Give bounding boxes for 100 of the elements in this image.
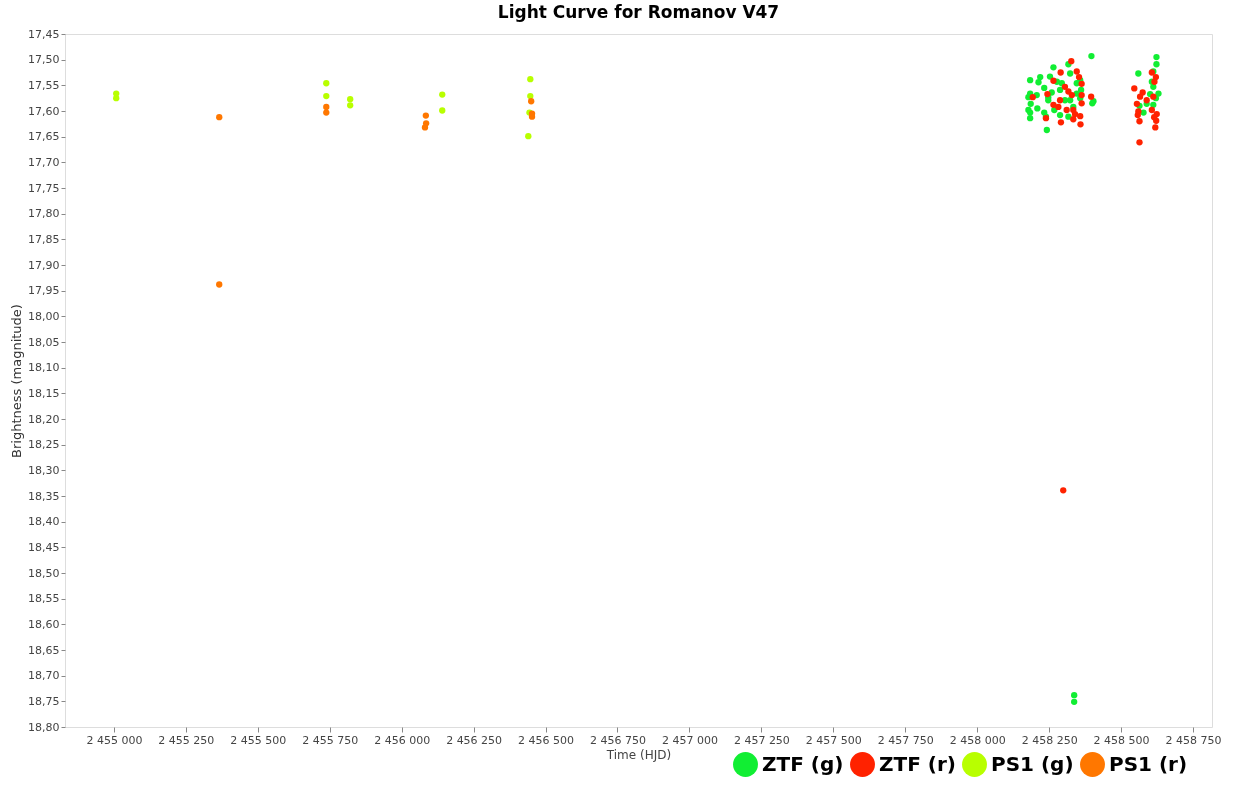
- y-axis-title: Brightness (magnitude): [9, 304, 25, 458]
- y-tick-label: 18,30: [28, 463, 60, 477]
- point: [1131, 85, 1138, 92]
- y-tick-label: 17,50: [28, 53, 60, 67]
- point: [1077, 121, 1084, 128]
- point: [1050, 77, 1057, 84]
- y-tick-label: 18,75: [28, 694, 60, 708]
- x-tick-label: 2 455 750: [302, 733, 359, 747]
- point: [1136, 139, 1143, 146]
- point: [1027, 100, 1034, 107]
- point: [421, 124, 429, 131]
- point: [1075, 73, 1083, 81]
- y-tick-label: 18,10: [28, 361, 60, 375]
- x-axis-title: Time (HJD): [605, 747, 672, 762]
- x-tick-label: 2 458 500: [1093, 733, 1150, 747]
- point: [1066, 97, 1074, 104]
- x-tick-label: 2 456 000: [374, 733, 431, 747]
- point: [1056, 86, 1064, 94]
- point: [347, 96, 354, 103]
- point: [1152, 124, 1159, 131]
- point: [527, 92, 534, 100]
- point: [1136, 118, 1143, 125]
- y-tick-label: 18,05: [28, 335, 60, 349]
- point: [1071, 698, 1078, 705]
- y-tick-label: 18,40: [28, 515, 60, 529]
- y-tick-label: 18,60: [28, 617, 60, 631]
- point: [1087, 93, 1095, 100]
- point: [1071, 692, 1078, 699]
- point: [1088, 52, 1095, 60]
- point: [1050, 64, 1057, 71]
- point: [422, 112, 430, 119]
- point: [1063, 106, 1070, 114]
- x-tick-label: 2 455 250: [158, 733, 215, 747]
- point: [113, 95, 120, 102]
- point: [1041, 84, 1048, 92]
- point: [527, 76, 534, 83]
- point: [1066, 70, 1074, 77]
- point: [1071, 110, 1079, 118]
- point: [528, 98, 535, 105]
- x-tick-label: 2 457 750: [877, 733, 934, 747]
- y-tick-label: 17,80: [28, 207, 60, 221]
- chart-title: Light Curve for Romanov V47: [497, 2, 780, 22]
- y-tick-label: 18,70: [28, 669, 60, 683]
- point: [1078, 100, 1085, 107]
- point: [439, 91, 446, 98]
- x-tick-label: 2 456 250: [446, 733, 503, 747]
- point: [216, 281, 223, 288]
- point: [1070, 116, 1077, 123]
- point: [1077, 112, 1084, 120]
- y-tick-label: 17,85: [28, 232, 60, 246]
- point: [1029, 93, 1036, 101]
- y-tick-label: 18,45: [28, 540, 60, 554]
- y-tick-label: 17,90: [28, 258, 60, 272]
- point: [1056, 111, 1064, 119]
- point: [1073, 68, 1080, 75]
- point: [1055, 103, 1062, 111]
- point: [1035, 79, 1042, 86]
- point: [525, 133, 532, 140]
- point: [1037, 73, 1044, 81]
- point: [1056, 97, 1064, 104]
- point: [1068, 91, 1076, 99]
- x-tick-label: 2 456 500: [518, 733, 575, 747]
- point: [1148, 106, 1156, 114]
- point: [323, 80, 330, 87]
- point: [1026, 115, 1034, 122]
- y-tick-label: 17,45: [28, 27, 60, 41]
- y-tick-label: 18,25: [28, 438, 60, 452]
- point: [1150, 101, 1157, 108]
- point: [1135, 70, 1142, 77]
- point: [439, 107, 446, 114]
- point: [1140, 109, 1147, 116]
- point: [1057, 119, 1065, 126]
- point: [1026, 77, 1034, 84]
- x-tick-label: 2 457 000: [661, 733, 718, 747]
- point: [1061, 83, 1069, 91]
- point: [1060, 487, 1067, 494]
- y-tick-label: 18,35: [28, 489, 60, 503]
- x-tick-label: 2 458 250: [1021, 733, 1078, 747]
- legend-label: PS1 (g): [991, 751, 1074, 776]
- point: [1152, 73, 1160, 81]
- y-tick-label: 18,00: [28, 309, 60, 323]
- y-tick-label: 18,15: [28, 386, 60, 400]
- point: [323, 103, 330, 111]
- y-tick-label: 17,75: [28, 181, 60, 195]
- x-tick-label: 2 458 750: [1165, 733, 1222, 747]
- point: [323, 92, 330, 100]
- point: [1134, 111, 1141, 119]
- y-tick-label: 17,60: [28, 104, 60, 118]
- point: [216, 114, 223, 121]
- y-tick-label: 17,55: [28, 78, 60, 92]
- point: [1078, 91, 1085, 99]
- point: [1153, 53, 1160, 61]
- legend-label: ZTF (g): [762, 751, 844, 776]
- x-tick-label: 2 457 250: [733, 733, 790, 747]
- point: [1073, 80, 1080, 87]
- point: [1057, 69, 1064, 76]
- y-tick-label: 17,65: [28, 130, 60, 144]
- y-tick-label: 18,65: [28, 643, 60, 657]
- point: [1150, 83, 1157, 91]
- y-tick-label: 18,50: [28, 566, 60, 580]
